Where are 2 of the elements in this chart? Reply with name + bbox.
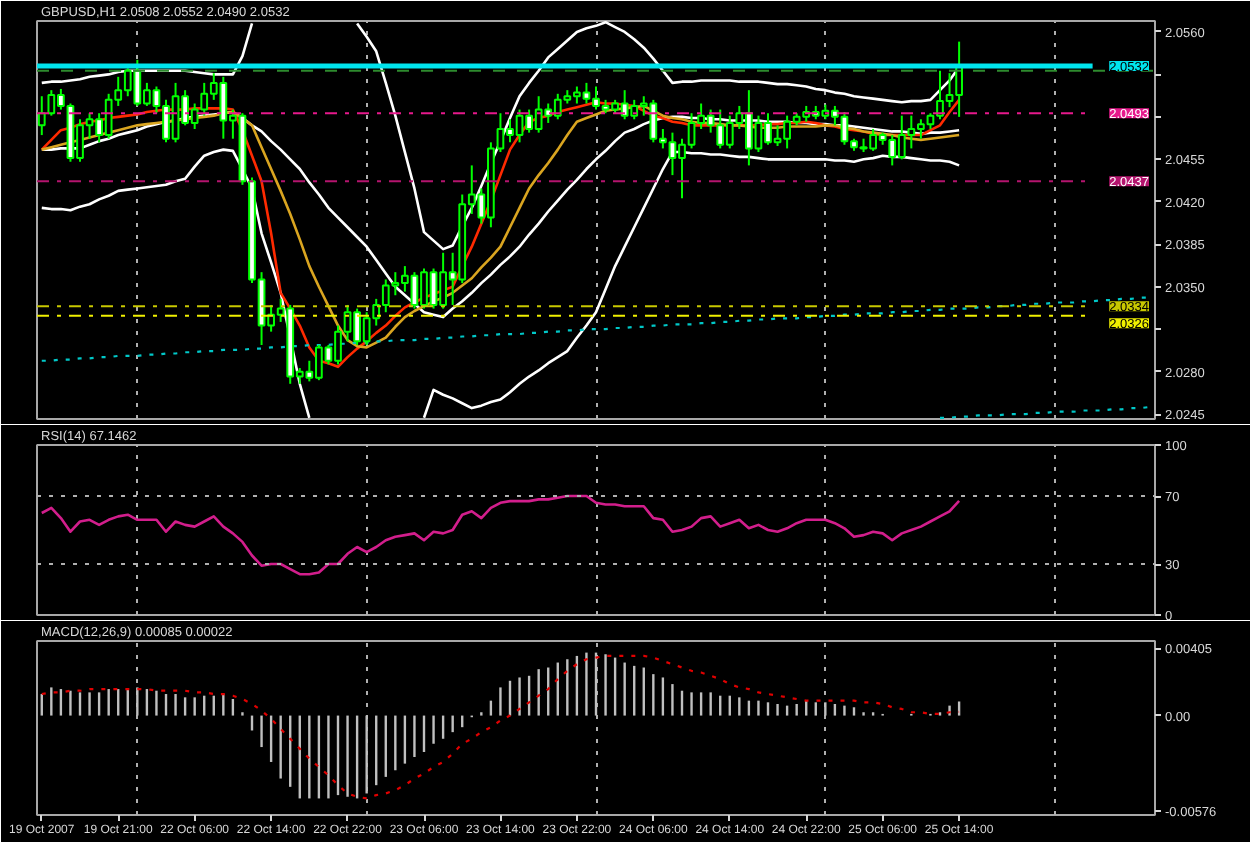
line-series	[40, 296, 1152, 362]
line-series	[40, 494, 961, 576]
